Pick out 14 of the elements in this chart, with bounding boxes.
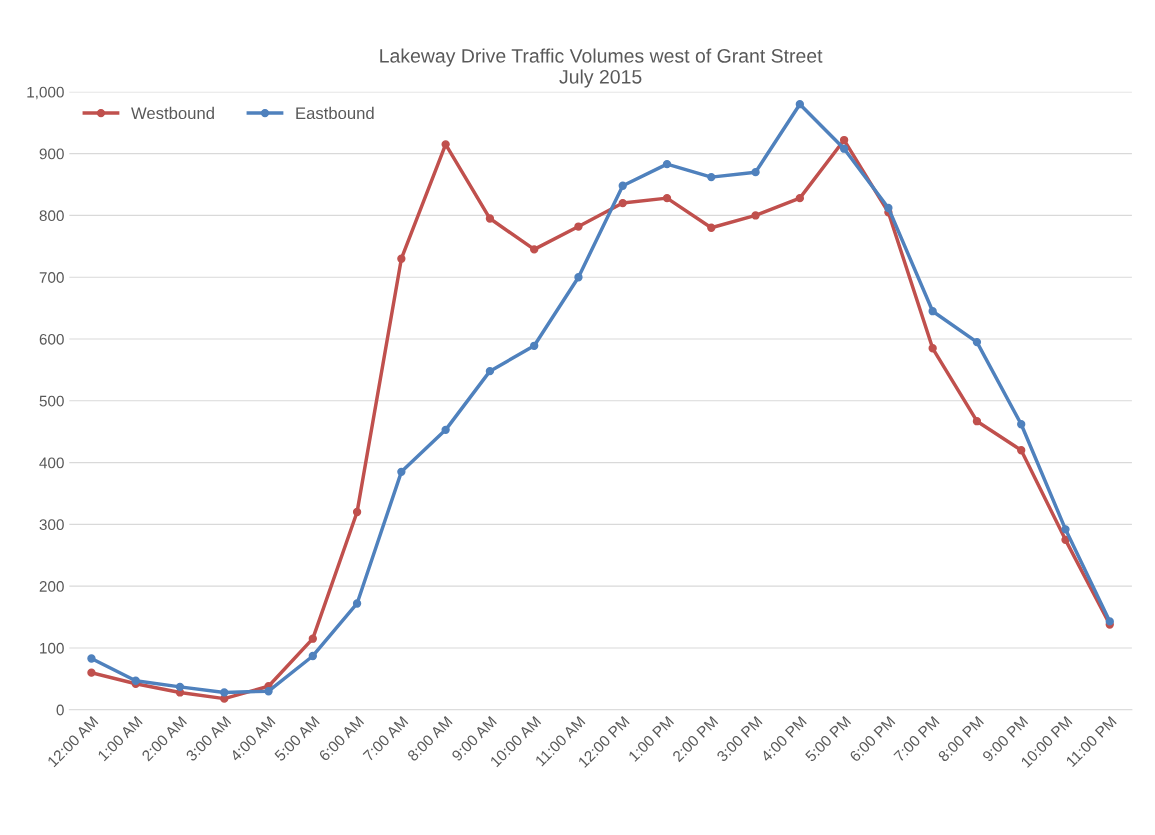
y-tick-label: 100 — [40, 642, 64, 654]
y-tick-label: 200 — [39, 581, 64, 592]
legend-label: Eastbound — [296, 106, 374, 120]
y-tick-label: 500 — [39, 395, 64, 407]
y-tick-label: 0 — [56, 704, 64, 716]
y-tick-label: 400 — [39, 457, 64, 469]
y-tick-label: 600 — [39, 333, 64, 345]
y-tick-label: 800 — [39, 210, 64, 222]
legend-label: Westbound — [131, 106, 214, 120]
y-tick-label: 900 — [39, 148, 64, 160]
chart-title: Lakeway Drive Traffic Volumes west of Grant Street July 2015 — [380, 48, 823, 88]
y-tick-label: 700 — [39, 272, 64, 283]
y-tick-label: 300 — [39, 519, 64, 531]
y-tick-label: 1,000 — [27, 86, 64, 100]
